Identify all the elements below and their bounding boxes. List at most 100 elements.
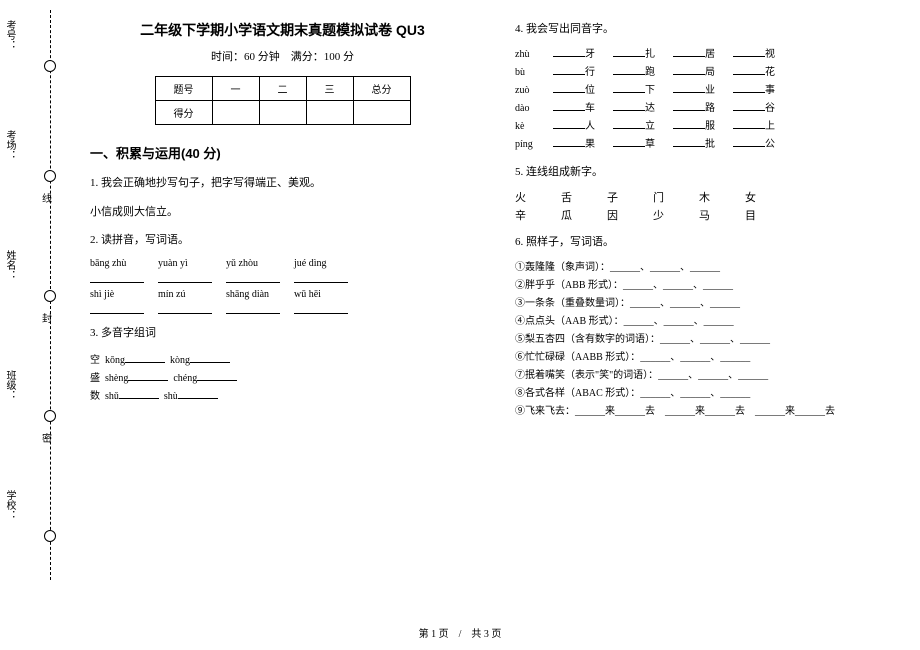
- homophone-cell: 花: [733, 65, 775, 81]
- margin-label-school: 学校：: [2, 490, 17, 520]
- blank: [733, 47, 765, 57]
- pattern-row: ③一条条（重叠数量词）：______、______、______: [515, 296, 900, 312]
- blank: [190, 353, 230, 363]
- score-header: 二: [259, 77, 306, 101]
- exam-title: 二年级下学期小学语文期末真题模拟试卷 QU3: [90, 20, 475, 40]
- poly-pinyin: shèng: [105, 373, 128, 384]
- blank: [178, 389, 218, 399]
- pinyin-cell: mín zú: [158, 289, 212, 300]
- homophone-cell: 事: [733, 83, 775, 99]
- homophone-row: zhù牙扎居视: [515, 47, 900, 63]
- blank: [90, 304, 144, 314]
- blank: [733, 101, 765, 111]
- homophone-cell: 立: [613, 119, 655, 135]
- margin-mark: 线: [42, 190, 52, 205]
- score-cell: [353, 101, 410, 125]
- blank: [673, 137, 705, 147]
- homophone-pinyin: zuò: [515, 83, 553, 99]
- margin-label-class: 班级：: [2, 370, 17, 400]
- score-header: 题号: [155, 77, 212, 101]
- margin-label-room: 考场：: [2, 130, 17, 160]
- homophone-cell: 公: [733, 137, 775, 153]
- poly-pinyin: kòng: [170, 355, 190, 366]
- pattern-row: ⑧各式各样（ABAC 形式）：______、______、______: [515, 386, 900, 402]
- homophone-cell: 达: [613, 101, 655, 117]
- pinyin-cell: shāng diàn: [226, 289, 280, 300]
- homophone-row: píng果草批公: [515, 137, 900, 153]
- blank: [553, 137, 585, 147]
- homophone-cell: 扎: [613, 47, 655, 63]
- blank: [90, 273, 144, 283]
- q2-pinyin-row: shì jiè mín zú shāng diàn wū hēi: [90, 289, 475, 300]
- homophone-row: zuò位下业事: [515, 83, 900, 99]
- blank: [673, 47, 705, 57]
- q3-item: 盛 shèng chéng: [90, 369, 475, 384]
- homophone-cells: 位下业事: [553, 83, 900, 99]
- homophone-pinyin: dào: [515, 101, 553, 117]
- homophone-cells: 行跑局花: [553, 65, 900, 81]
- blank: [158, 304, 212, 314]
- blank: [613, 65, 645, 75]
- pattern-row: ⑦抿着嘴笑（表示"笑"的词语）：______、______、______: [515, 368, 900, 384]
- pattern-row: ④点点头（AAB 形式）：______、______、______: [515, 314, 900, 330]
- homophone-cell: 业: [673, 83, 715, 99]
- blank: [226, 273, 280, 283]
- q2-pinyin-row: bāng zhù yuàn yì yǔ zhòu jué dìng: [90, 258, 475, 269]
- pinyin-cell: bāng zhù: [90, 258, 144, 269]
- blank: [226, 304, 280, 314]
- homophone-row: dào车达路谷: [515, 101, 900, 117]
- blank: [553, 65, 585, 75]
- homophone-cells: 果草批公: [553, 137, 900, 153]
- q4-prompt: 4. 我会写出同音字。: [515, 20, 900, 39]
- homophone-pinyin: bù: [515, 65, 553, 81]
- q1-sentence: 小信成则大信立。: [90, 203, 475, 222]
- homophone-cell: 车: [553, 101, 595, 117]
- homophone-cell: 居: [673, 47, 715, 63]
- pinyin-cell: yuàn yì: [158, 258, 212, 269]
- q5-row2: 辛 瓜 因 少 马 目: [515, 207, 900, 223]
- margin-mark: 密: [42, 430, 52, 445]
- binding-circle: [44, 170, 56, 182]
- homophone-pinyin: zhù: [515, 47, 553, 63]
- binding-circle: [44, 410, 56, 422]
- blank: [673, 83, 705, 93]
- pinyin-cell: jué dìng: [294, 258, 348, 269]
- homophone-cell: 谷: [733, 101, 775, 117]
- blank: [553, 47, 585, 57]
- pinyin-cell: wū hēi: [294, 289, 348, 300]
- page-content: 二年级下学期小学语文期末真题模拟试卷 QU3 时间：60 分钟 满分：100 分…: [90, 20, 900, 422]
- blank: [613, 119, 645, 129]
- pinyin-cell: yǔ zhòu: [226, 258, 280, 269]
- poly-char: 数: [90, 391, 100, 402]
- margin-mark: 封: [42, 310, 52, 325]
- q2-blank-row: [90, 304, 475, 314]
- homophone-cell: 局: [673, 65, 715, 81]
- blank: [553, 83, 585, 93]
- homophone-cells: 车达路谷: [553, 101, 900, 117]
- q4-container: zhù牙扎居视bù行跑局花zuò位下业事dào车达路谷kè人立服上píng果草批…: [515, 47, 900, 153]
- left-column: 二年级下学期小学语文期末真题模拟试卷 QU3 时间：60 分钟 满分：100 分…: [90, 20, 475, 422]
- homophone-cells: 人立服上: [553, 119, 900, 135]
- binding-circle: [44, 60, 56, 72]
- blank: [553, 119, 585, 129]
- homophone-row: bù行跑局花: [515, 65, 900, 81]
- q5-prompt: 5. 连线组成新字。: [515, 163, 900, 182]
- blank: [294, 304, 348, 314]
- homophone-cell: 跑: [613, 65, 655, 81]
- blank: [553, 101, 585, 111]
- q3-prompt: 3. 多音字组词: [90, 324, 475, 343]
- homophone-cell: 草: [613, 137, 655, 153]
- blank: [673, 65, 705, 75]
- homophone-cell: 视: [733, 47, 775, 63]
- poly-pinyin: shǔ: [105, 391, 119, 402]
- poly-pinyin: chéng: [173, 373, 197, 384]
- q1-prompt: 1. 我会正确地抄写句子，把字写得端正、美观。: [90, 174, 475, 193]
- blank: [128, 371, 168, 381]
- score-cell: 得分: [155, 101, 212, 125]
- homophone-pinyin: píng: [515, 137, 553, 153]
- pattern-row: ②胖乎乎（ABB 形式）：______、______、______: [515, 278, 900, 294]
- q6-container: ①轰隆隆（象声词）：______、______、______②胖乎乎（ABB 形…: [515, 260, 900, 420]
- poly-char: 空: [90, 355, 100, 366]
- pinyin-cell: shì jiè: [90, 289, 144, 300]
- margin-label-examno: 考号：: [2, 20, 17, 50]
